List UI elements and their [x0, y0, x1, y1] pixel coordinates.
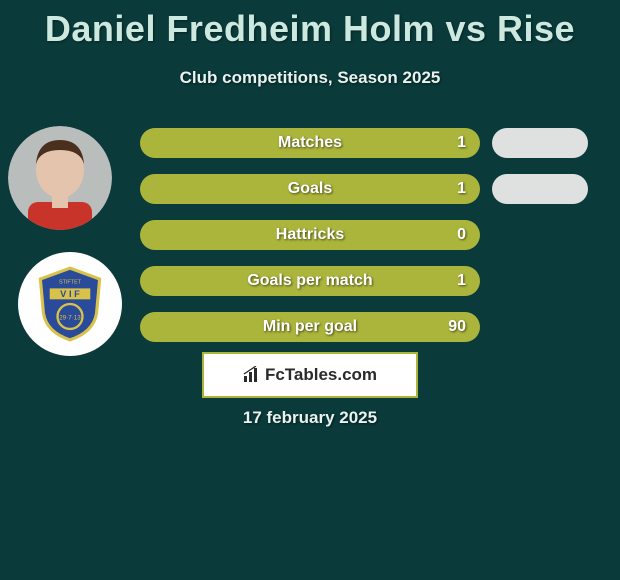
stat-bubble: [492, 128, 588, 158]
stat-value: 1: [457, 180, 466, 198]
player-avatar-icon: [8, 126, 112, 230]
stat-label: Goals per match: [247, 272, 372, 290]
stat-pill: Min per goal 90: [140, 312, 480, 342]
stat-bubble: [492, 174, 588, 204]
stat-value: 1: [457, 134, 466, 152]
club-crest-icon: V I F STIFTET 29·7·13: [31, 265, 109, 343]
svg-text:29·7·13: 29·7·13: [59, 315, 81, 322]
stat-pill: Goals 1: [140, 174, 480, 204]
stat-label: Hattricks: [276, 226, 344, 244]
bar-chart-icon: [243, 366, 261, 384]
svg-text:V I F: V I F: [60, 289, 80, 299]
brand-box[interactable]: FcTables.com: [202, 352, 418, 398]
brand-inner: FcTables.com: [243, 365, 377, 385]
stat-label: Goals: [288, 180, 332, 198]
stat-label: Min per goal: [263, 318, 357, 336]
stat-value: 0: [457, 226, 466, 244]
stat-pill: Hattricks 0: [140, 220, 480, 250]
stat-row: Hattricks 0: [0, 220, 620, 250]
player-avatar: [8, 126, 112, 230]
stat-label: Matches: [278, 134, 342, 152]
stat-pill: Matches 1: [140, 128, 480, 158]
stat-value: 1: [457, 272, 466, 290]
brand-text: FcTables.com: [265, 365, 377, 385]
stat-pill: Goals per match 1: [140, 266, 480, 296]
comparison-subtitle: Club competitions, Season 2025: [0, 68, 620, 88]
club-avatar: V I F STIFTET 29·7·13: [18, 252, 122, 356]
stat-value: 90: [448, 318, 466, 336]
date-text: 17 february 2025: [0, 408, 620, 428]
svg-text:STIFTET: STIFTET: [59, 280, 82, 286]
comparison-title: Daniel Fredheim Holm vs Rise: [0, 0, 620, 50]
